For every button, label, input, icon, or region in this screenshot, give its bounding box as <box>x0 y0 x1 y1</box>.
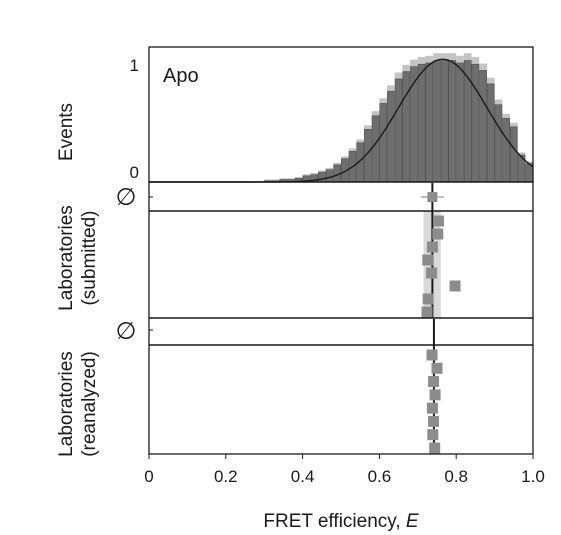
histogram-bar <box>479 70 487 183</box>
x-axis: 0 0.2 0.4 0.6 0.8 1.0 FRET efficiency, E <box>144 454 545 532</box>
y-axis-label-reanalyzed-line2: (reanalyzed) <box>79 351 100 457</box>
submitted-point <box>422 254 434 266</box>
submitted-point <box>426 241 438 253</box>
histogram-bar <box>463 60 472 183</box>
histogram-bar <box>486 83 495 183</box>
y-axis-label-submitted-line2: (submitted) <box>79 210 100 305</box>
reanalyzed-frame <box>148 317 534 455</box>
histogram-bar <box>510 126 518 183</box>
y-tick-0: 0 <box>130 163 139 182</box>
y-axis-label-events: Events <box>56 103 77 161</box>
x-tick-label: 0.8 <box>444 467 468 486</box>
reanalyzed-point <box>431 362 443 374</box>
histogram-bar <box>402 71 411 183</box>
submitted-point <box>449 280 461 292</box>
reanalyzed-point <box>426 402 438 414</box>
submitted-point <box>426 267 438 279</box>
histogram-bar <box>471 63 480 183</box>
histogram-panel: Apo 1 0 Events <box>56 46 534 183</box>
mean-symbol-reanalyzed: ∅ <box>116 318 137 345</box>
mean-symbol-submitted: ∅ <box>116 184 137 211</box>
y-axis-label-reanalyzed-line1: Laboratories <box>56 351 77 457</box>
histogram-bar <box>433 60 441 183</box>
histogram-bar <box>502 117 510 183</box>
submitted-points <box>421 215 461 318</box>
histogram-bar <box>417 63 426 183</box>
x-tick-label: 0 <box>144 467 153 486</box>
reanalyzed-point <box>429 442 441 454</box>
x-axis-label: FRET efficiency, E <box>263 511 419 532</box>
histogram-bar <box>456 62 464 183</box>
histogram-bar <box>318 171 326 183</box>
submitted-point <box>421 306 433 318</box>
x-tick-label: 1.0 <box>521 467 545 486</box>
x-tick-label: 0.6 <box>368 467 392 486</box>
y-axis-label-submitted-line1: Laboratories <box>56 205 77 311</box>
histogram-bar <box>371 115 380 183</box>
submitted-point <box>433 215 445 227</box>
reanalyzed-points <box>426 349 443 454</box>
reanalyzed-point <box>428 415 440 427</box>
submitted-frame <box>148 181 534 319</box>
reanalyzed-point <box>428 376 440 388</box>
reanalyzed-panel: ∅ Laboratories (reanalyzed) <box>56 317 534 457</box>
mean-marker <box>427 192 438 202</box>
histogram-bar <box>387 90 395 183</box>
histogram-bar <box>394 78 403 183</box>
submitted-panel: ∅ Laboratories (submitted) <box>56 181 534 319</box>
reanalyzed-point <box>427 429 439 441</box>
submitted-point <box>422 293 434 305</box>
x-axis-ticks: 0 0.2 0.4 0.6 0.8 1.0 <box>144 454 545 486</box>
histogram-bar <box>325 169 334 183</box>
histogram-bar <box>494 104 503 183</box>
submitted-mean-marker <box>420 192 444 202</box>
x-tick-label: 0.2 <box>214 467 238 486</box>
histogram-bar <box>425 62 434 183</box>
histogram-bar <box>440 60 449 183</box>
reanalyzed-point <box>429 389 441 401</box>
histogram-bar <box>379 103 388 183</box>
reanalyzed-point <box>426 349 438 361</box>
x-tick-label: 0.4 <box>291 467 315 486</box>
x-axis-label-italic: E <box>406 511 419 532</box>
submitted-point <box>432 228 444 240</box>
histogram-bar <box>448 60 457 183</box>
y-tick-1: 1 <box>130 56 139 75</box>
panel-label-apo: Apo <box>163 65 199 87</box>
